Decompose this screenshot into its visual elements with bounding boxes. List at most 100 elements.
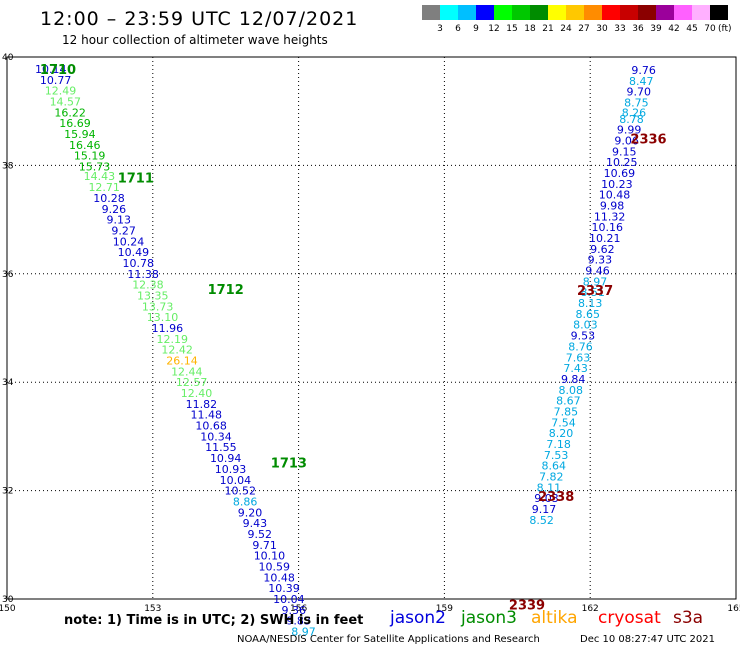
swh-data-label: 11.82 <box>186 398 218 411</box>
generation-timestamp: Dec 10 08:27:47 UTC 2021 <box>580 634 715 645</box>
pass-time-label: 2338 <box>538 490 574 505</box>
swh-data-label: 8.47 <box>629 75 654 88</box>
swh-data-label: 9.06 <box>614 134 639 147</box>
y-tick-label: 34 <box>2 378 14 388</box>
swh-data-label: 12.38 <box>132 279 164 292</box>
swh-data-label: 10.04 <box>220 474 252 487</box>
swh-data-label: 12.71 <box>88 181 120 194</box>
swh-data-label: 10.34 <box>200 430 232 443</box>
swh-data-label: 10.28 <box>93 192 125 205</box>
color-swatch <box>512 5 530 20</box>
legend-entry-altika: altika <box>531 608 578 628</box>
color-swatch <box>710 5 728 20</box>
swh-data-label: 9.53 <box>571 330 596 343</box>
swh-data-label: 12.49 <box>45 85 77 98</box>
swh-data-label: 9.84 <box>561 373 586 386</box>
swh-data-label: 7.54 <box>551 416 576 429</box>
swh-data-label: 15.19 <box>74 150 106 163</box>
swh-data-label: 10.78 <box>122 257 154 270</box>
color-swatch <box>638 5 656 20</box>
swh-data-label: 9.17 <box>532 503 557 516</box>
swh-data-label: 7.43 <box>563 362 588 375</box>
swh-data-label: 15.94 <box>64 128 96 141</box>
swh-data-label: 9.36 <box>281 604 306 617</box>
swh-data-label: 11.32 <box>594 210 626 223</box>
swh-data-label: 8.65 <box>576 308 601 321</box>
swh-data-label: 7.82 <box>539 471 564 484</box>
color-swatch <box>458 5 476 20</box>
swh-data-label: 12.57 <box>176 376 208 389</box>
color-swatch <box>584 5 602 20</box>
swh-data-label: 13.10 <box>147 311 179 324</box>
swh-data-label: 16.22 <box>54 106 86 119</box>
swh-data-label: 8.20 <box>549 427 574 440</box>
pass-time-label: 1713 <box>271 456 307 471</box>
swh-data-label: 10.04 <box>273 593 305 606</box>
swh-data-label: 8.08 <box>559 384 584 397</box>
swh-data-label: 10.16 <box>591 221 623 234</box>
swh-data-label: 7.85 <box>554 405 579 418</box>
swh-data-label: 10.77 <box>40 74 72 87</box>
swh-data-label: 11.38 <box>127 268 159 281</box>
color-tick-label: 18 <box>524 24 536 34</box>
plot-frame <box>6 56 737 600</box>
swh-data-label: 9.62 <box>590 243 615 256</box>
swh-data-label: 15.73 <box>79 160 111 173</box>
swh-data-label: 9.71 <box>252 539 277 552</box>
swh-data-label: 9.20 <box>238 506 263 519</box>
swh-data-label: 12.42 <box>161 344 193 357</box>
color-tick-label: 24 <box>560 24 572 34</box>
x-tick-label: 156 <box>290 604 307 614</box>
color-swatch <box>566 5 584 20</box>
swh-data-label: 10.68 <box>195 420 227 433</box>
pass-time-label: 2336 <box>630 132 666 147</box>
swh-data-label: 10.25 <box>606 156 638 169</box>
swh-data-label: 8.64 <box>542 460 567 473</box>
swh-data-label: 10.23 <box>601 178 633 191</box>
swh-data-label: 9.46 <box>585 265 610 278</box>
color-tick-label: 70 <box>704 24 716 34</box>
color-tick-label: 15 <box>506 24 518 34</box>
color-swatch <box>548 5 566 20</box>
swh-data-label: 9.43 <box>243 517 268 530</box>
swh-data-label: 10.21 <box>589 232 621 245</box>
legend-entry-s3a: s3a <box>673 608 704 628</box>
swh-data-label: 10.69 <box>604 167 636 180</box>
swh-data-label: 8.26 <box>622 106 647 119</box>
swh-data-label: 12.44 <box>171 365 203 378</box>
swh-data-label: 9.33 <box>588 254 613 267</box>
swh-data-label: 9.99 <box>617 124 642 137</box>
swh-data-label: 8.11 <box>537 481 562 494</box>
pass-time-label: 2337 <box>577 284 613 299</box>
color-swatch <box>656 5 674 20</box>
pass-time-label: 2339 <box>509 598 545 613</box>
swh-data-label: 8.97 <box>291 626 316 639</box>
y-tick-label: 36 <box>2 270 14 280</box>
color-tick-label: 9 <box>473 24 479 34</box>
x-tick-label: 153 <box>144 604 161 614</box>
swh-data-label: 10.52 <box>225 485 257 498</box>
legend-entry-jason2: jason2 <box>390 608 446 628</box>
color-swatch <box>494 5 512 20</box>
color-tick-label: 36 <box>632 24 644 34</box>
color-swatch <box>692 5 710 20</box>
swh-data-label: 9.70 <box>627 86 652 99</box>
chart-subtitle: 12 hour collection of altimeter wave hei… <box>62 33 328 47</box>
swh-data-label: 14.43 <box>84 170 116 183</box>
x-tick-label: 162 <box>582 604 599 614</box>
swh-data-label: 9.83 <box>286 615 311 628</box>
swh-data-label: 26.14 <box>166 355 198 368</box>
y-tick-label: 40 <box>2 53 14 63</box>
y-tick-label: 32 <box>2 487 13 497</box>
x-tick-label: 150 <box>0 604 16 614</box>
swh-data-label: 9.15 <box>612 145 637 158</box>
swh-data-label: 9.52 <box>247 528 272 541</box>
swh-data-label: 12.40 <box>181 387 213 400</box>
swh-data-label: 8.13 <box>578 297 603 310</box>
color-tick-label: 39 <box>650 24 662 34</box>
color-swatch <box>530 5 548 20</box>
swh-data-label: 7.18 <box>546 438 571 451</box>
swh-data-label: 9.98 <box>600 200 625 213</box>
swh-data-label: 11.48 <box>191 409 223 422</box>
swh-data-label: 12.19 <box>156 333 188 346</box>
